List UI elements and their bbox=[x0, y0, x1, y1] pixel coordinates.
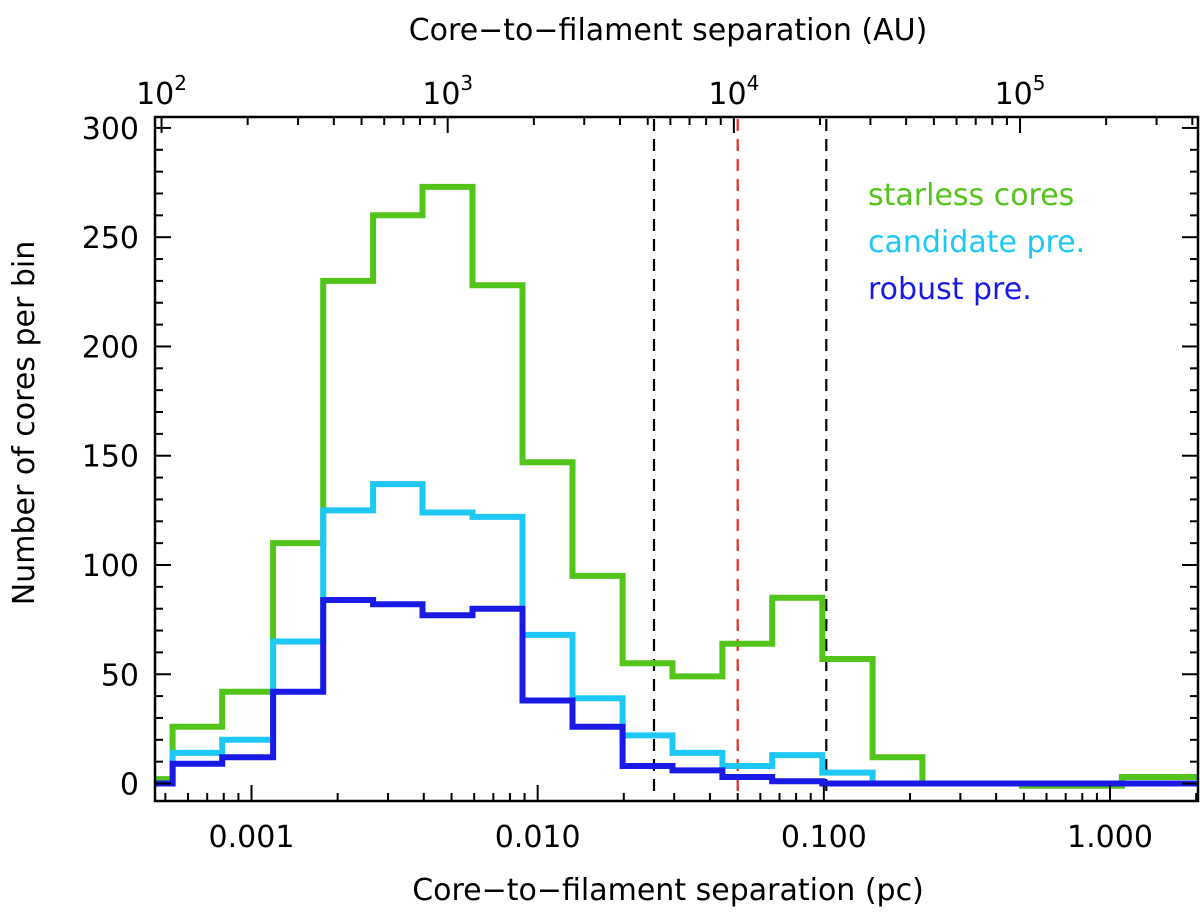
y-axis-title: Number of cores per bin bbox=[7, 241, 42, 605]
y-tick-label: 50 bbox=[101, 658, 139, 693]
x-tick-label: 1.000 bbox=[1067, 820, 1153, 855]
histogram-series bbox=[155, 183, 1198, 789]
x-tick-label: 0.010 bbox=[495, 820, 581, 855]
y-tick-label: 200 bbox=[82, 330, 139, 365]
x2-axis-title: Core−to−filament separation (AU) bbox=[409, 13, 928, 48]
plot-border bbox=[153, 115, 1200, 803]
y-tick-label: 0 bbox=[120, 768, 139, 803]
series-line-starless-cores bbox=[155, 183, 1198, 789]
y-tick-label: 300 bbox=[82, 112, 139, 147]
x-tick-label: 0.100 bbox=[781, 820, 867, 855]
x-tick-label: 0.001 bbox=[209, 820, 295, 855]
series-line-candidate-pre bbox=[155, 481, 1198, 787]
legend-entry-starless: starless cores bbox=[868, 178, 1074, 213]
y-tick-label: 250 bbox=[82, 221, 139, 256]
tick-labels: 0 50 100 150 200 250 300 0.001 0.010 0.100 1.000 10… bbox=[82, 71, 1153, 855]
x-axis-title: Core−to−filament separation (pc) bbox=[412, 873, 924, 908]
legend-entry-robust: robust pre. bbox=[868, 272, 1032, 307]
legend-entry-candidate: candidate pre. bbox=[868, 225, 1085, 260]
x2-tick-label: 104 bbox=[708, 71, 759, 112]
x2-tick-label: 103 bbox=[422, 71, 473, 112]
y-tick-label: 150 bbox=[82, 440, 139, 475]
y-tick-label: 100 bbox=[82, 549, 139, 584]
x2-tick-label: 105 bbox=[995, 71, 1046, 112]
legend: starless cores candidate pre. robust pre… bbox=[868, 178, 1085, 307]
x2-tick-label: 102 bbox=[136, 71, 187, 112]
series-line-robust-pre bbox=[155, 597, 1198, 787]
reference-lines bbox=[652, 119, 828, 799]
plot-frame bbox=[153, 115, 1200, 803]
